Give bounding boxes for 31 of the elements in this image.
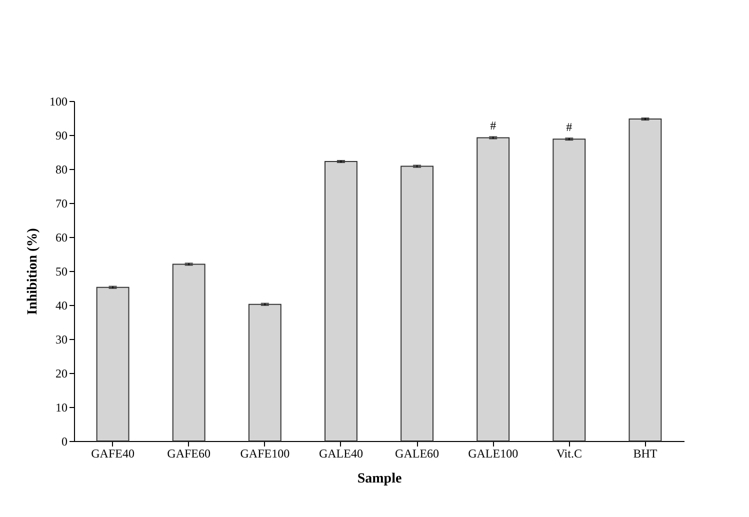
bar xyxy=(248,304,282,442)
bar xyxy=(172,264,206,442)
x-axis-title: Sample xyxy=(357,472,402,486)
y-tick-label: 70 xyxy=(56,196,68,210)
bar xyxy=(628,118,662,442)
annotation: # xyxy=(490,118,496,133)
y-tick-label: 90 xyxy=(56,128,68,142)
y-tick-label: 100 xyxy=(50,94,68,108)
y-tick-label: 80 xyxy=(56,162,68,176)
bar xyxy=(552,138,586,442)
annotation: # xyxy=(566,120,572,134)
x-tick-label: GALE60 xyxy=(395,446,440,460)
y-tick-label: 40 xyxy=(56,298,68,312)
y-tick-label: 10 xyxy=(56,400,68,414)
x-tick-label: GAFE60 xyxy=(167,446,211,460)
x-tick-label: GALE100 xyxy=(468,446,518,460)
y-tick-label: 0 xyxy=(62,434,68,448)
y-tick-label: 60 xyxy=(56,230,68,244)
x-tick-label: GAFE100 xyxy=(240,446,290,460)
bar xyxy=(96,286,130,442)
y-axis-title: Inhibition (%) xyxy=(26,228,40,315)
x-tick-label: BHT xyxy=(633,446,658,460)
bar xyxy=(324,161,358,442)
x-tick-label: GAFE40 xyxy=(91,446,134,460)
bar xyxy=(400,166,434,442)
x-tick-label: Vit.C xyxy=(556,446,582,460)
y-tick-label: 30 xyxy=(56,332,68,346)
y-tick-label: 50 xyxy=(56,264,68,278)
bar xyxy=(476,137,510,442)
y-tick-label: 20 xyxy=(56,366,68,380)
x-tick-label: GALE40 xyxy=(318,446,363,460)
